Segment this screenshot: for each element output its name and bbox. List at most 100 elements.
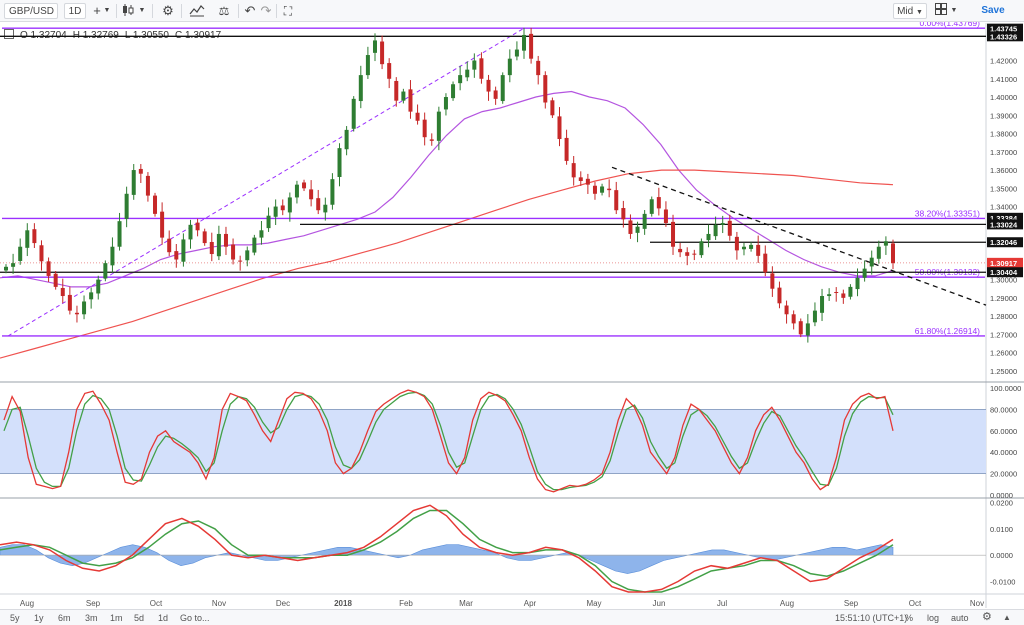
candle-body — [302, 182, 307, 189]
layout-icon[interactable] — [934, 3, 948, 19]
stochastic-band — [0, 409, 986, 474]
undo-icon[interactable]: ↶ — [244, 3, 256, 18]
candle-body — [167, 238, 172, 253]
candle-body — [614, 190, 619, 211]
candle-body — [585, 178, 590, 185]
compare-icon[interactable]: ⚖ — [218, 4, 230, 18]
plus-icon[interactable]: + — [93, 3, 101, 18]
time-axis-label: Apr — [524, 599, 537, 608]
ohlc-legend: O 1.32704 H 1.32769 L 1.30550 C 1.30917 — [4, 29, 227, 41]
candle-body — [827, 294, 832, 297]
time-axis-label: Aug — [780, 599, 794, 608]
candle-body — [223, 233, 228, 247]
redo-icon[interactable]: ↷ — [260, 3, 272, 18]
candle-body — [436, 111, 441, 141]
candle-body — [124, 193, 129, 219]
candle-body — [514, 49, 519, 57]
fib-level-label: 61.80%(1.26914) — [915, 326, 980, 336]
range-6m[interactable]: 6m — [58, 613, 71, 623]
fullscreen-icon[interactable]: ⛶ — [283, 4, 293, 18]
candle-body — [550, 100, 555, 116]
eye-icon[interactable] — [4, 29, 14, 39]
time-axis-label: Mar — [459, 599, 473, 608]
chevron-down-icon[interactable]: ▼ — [950, 7, 958, 14]
candle-body — [358, 75, 363, 102]
candle-body — [330, 179, 335, 205]
candle-body — [543, 75, 548, 103]
range-1m[interactable]: 1m — [110, 613, 123, 623]
candle-body — [635, 226, 640, 233]
candle-body — [564, 137, 569, 161]
time-axis-label: Oct — [150, 599, 163, 608]
gear-icon[interactable]: ⚙ — [982, 611, 992, 623]
candle-body — [727, 220, 732, 236]
range-5y[interactable]: 5y — [10, 613, 20, 623]
price-axis-tick: 1.41000 — [990, 75, 1017, 84]
candle-body — [188, 224, 193, 240]
chevron-down-icon[interactable]: ▼ — [103, 7, 111, 14]
candle-body — [734, 236, 739, 251]
candle-body — [784, 305, 789, 315]
candle-body — [46, 261, 51, 276]
price-axis-tick: 1.38000 — [990, 130, 1017, 139]
candle-body — [408, 89, 413, 112]
settings-icon[interactable]: ⚙ — [162, 3, 174, 18]
candle-body — [344, 129, 349, 150]
percent-toggle[interactable]: % — [905, 613, 914, 623]
candle-body — [266, 215, 271, 229]
stochastic-d-line — [3, 391, 894, 491]
goto-button[interactable]: Go to... — [180, 613, 210, 623]
candle-body — [529, 33, 534, 59]
price-axis-tick: 1.42000 — [990, 57, 1017, 66]
candle-body — [110, 246, 115, 266]
stochastic-axis-tick: 0.0000 — [990, 491, 1013, 500]
candle-body — [117, 221, 122, 247]
candle-body — [855, 277, 860, 290]
candle-body — [883, 241, 888, 246]
interval-select[interactable]: 1D — [64, 3, 86, 19]
candle-body — [869, 257, 874, 267]
price-axis-tick: 1.30000 — [990, 276, 1017, 285]
candle-body — [720, 222, 725, 225]
candle-body — [387, 63, 392, 79]
candles-icon[interactable] — [121, 3, 135, 19]
price-axis-tick: 1.35000 — [990, 184, 1017, 193]
price-chart[interactable]: 0.00%(1.43769)38.20%(1.33351)50.00%(1.30… — [0, 22, 1024, 610]
log-toggle[interactable]: log — [927, 613, 940, 623]
range-3m[interactable]: 3m — [85, 613, 98, 623]
symbol-search-input[interactable]: GBP/USD — [4, 3, 58, 19]
candle-body — [74, 312, 79, 315]
candle-body — [678, 248, 683, 253]
candle-body — [557, 116, 562, 140]
range-5d[interactable]: 5d — [134, 613, 145, 623]
candle-body — [692, 253, 697, 255]
price-axis-tick: 1.34000 — [990, 203, 1017, 212]
candle-body — [294, 184, 299, 198]
oscillator-axis-tick: 0.0100 — [990, 525, 1013, 534]
price-mode-select[interactable]: Mid ▼ — [893, 3, 927, 19]
indicators-icon[interactable] — [188, 3, 206, 19]
candle-body — [4, 266, 8, 271]
candle-body — [82, 301, 87, 315]
range-1y[interactable]: 1y — [34, 613, 44, 623]
candle-body — [522, 34, 527, 51]
chevron-down-icon[interactable]: ▼ — [138, 7, 146, 14]
ohlc-close: C 1.30917 — [175, 30, 222, 41]
candle-body — [841, 293, 846, 298]
candle-body — [486, 79, 491, 92]
candle-body — [365, 55, 370, 76]
price-axis-label: 1.43326 — [990, 32, 1017, 41]
price-axis-label: 1.30404 — [990, 268, 1018, 277]
candle-body — [18, 246, 23, 261]
candle-body — [174, 251, 179, 260]
fib-level-label: 0.00%(1.43769) — [920, 22, 981, 28]
candle-body — [493, 90, 498, 99]
auto-toggle[interactable]: auto — [951, 613, 969, 623]
range-1d[interactable]: 1d — [158, 613, 169, 623]
candle-body — [756, 244, 761, 256]
candle-body — [131, 170, 136, 195]
stochastic-axis-tick: 40.0000 — [990, 448, 1017, 457]
chevron-up-icon[interactable]: ▲ — [1003, 613, 1011, 622]
save-button[interactable]: Save — [981, 5, 1005, 16]
candle-body — [642, 213, 647, 229]
